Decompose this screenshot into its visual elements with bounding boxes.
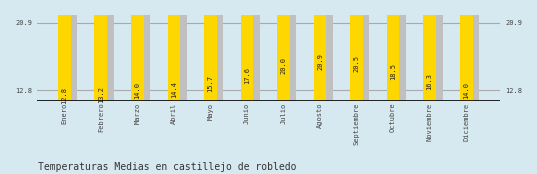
- Text: 14.0: 14.0: [134, 82, 140, 99]
- Text: 20.5: 20.5: [353, 55, 360, 72]
- Bar: [241, 0, 253, 101]
- Text: 20.0: 20.0: [280, 57, 286, 74]
- Bar: [58, 0, 71, 101]
- Bar: [95, 0, 107, 101]
- Bar: [137, 0, 150, 101]
- Text: Temperaturas Medias en castillejo de robledo: Temperaturas Medias en castillejo de rob…: [38, 162, 296, 172]
- Bar: [314, 0, 326, 101]
- Text: 15.7: 15.7: [207, 75, 213, 92]
- Text: 14.4: 14.4: [171, 81, 177, 98]
- Text: 17.6: 17.6: [244, 67, 250, 84]
- Bar: [460, 0, 473, 101]
- Bar: [174, 0, 187, 101]
- Bar: [64, 0, 77, 101]
- Bar: [168, 0, 180, 101]
- Bar: [350, 0, 363, 101]
- Bar: [284, 0, 296, 101]
- Text: 18.5: 18.5: [390, 63, 396, 80]
- Bar: [423, 0, 436, 101]
- Bar: [247, 0, 260, 101]
- Text: 14.0: 14.0: [463, 82, 469, 99]
- Text: 13.2: 13.2: [98, 86, 104, 103]
- Bar: [466, 0, 479, 101]
- Bar: [320, 0, 333, 101]
- Bar: [211, 0, 223, 101]
- Bar: [430, 0, 442, 101]
- Bar: [387, 0, 400, 101]
- Bar: [131, 0, 144, 101]
- Bar: [101, 0, 114, 101]
- Text: 20.9: 20.9: [317, 53, 323, 70]
- Text: 12.8: 12.8: [61, 87, 67, 104]
- Bar: [357, 0, 369, 101]
- Bar: [204, 0, 217, 101]
- Text: 16.3: 16.3: [426, 73, 433, 90]
- Bar: [277, 0, 290, 101]
- Bar: [393, 0, 406, 101]
